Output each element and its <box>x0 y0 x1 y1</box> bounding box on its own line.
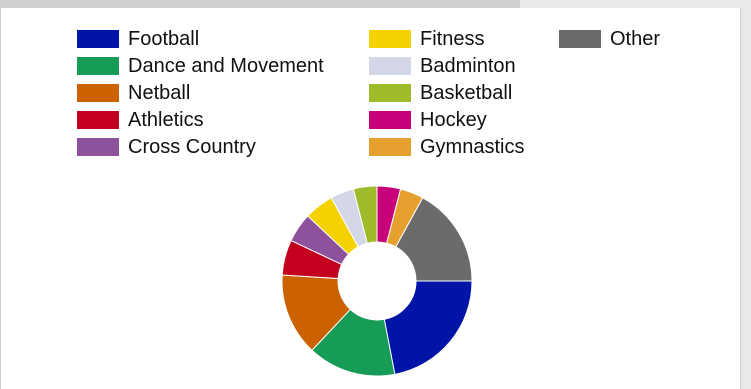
legend-label: Dance and Movement <box>128 55 324 77</box>
legend-item-fitness: Fitness <box>369 28 484 50</box>
legend-swatch <box>77 138 119 156</box>
legend-item-basketball: Basketball <box>369 82 512 104</box>
legend-label: Athletics <box>128 109 204 131</box>
legend-swatch <box>369 57 411 75</box>
legend-swatch <box>369 84 411 102</box>
legend-label: Other <box>610 28 661 50</box>
legend-item-other: Other <box>559 28 660 50</box>
chart-legend: Football Dance and Movement Netball Athl… <box>1 8 742 178</box>
legend-label: Badminton <box>420 55 516 77</box>
donut-chart <box>281 185 473 377</box>
legend-label: Fitness <box>420 28 485 50</box>
donut-slice-football <box>383 280 473 375</box>
legend-item-gymnastics: Gymnastics <box>369 136 524 158</box>
legend-label: Basketball <box>420 82 513 104</box>
legend-swatch <box>369 111 411 129</box>
legend-swatch <box>77 111 119 129</box>
legend-label: Gymnastics <box>420 136 525 158</box>
legend-label: Hockey <box>420 109 487 131</box>
legend-label: Cross Country <box>128 136 256 158</box>
legend-item-hockey: Hockey <box>369 109 487 131</box>
legend-swatch <box>77 30 119 48</box>
legend-label: Netball <box>128 82 191 104</box>
legend-label: Football <box>128 28 200 50</box>
legend-item-netball: Netball <box>77 82 190 104</box>
legend-swatch <box>369 138 411 156</box>
top-scrollbar-track <box>0 0 520 8</box>
legend-item-dance-and-movement: Dance and Movement <box>77 55 324 77</box>
legend-swatch <box>559 30 601 48</box>
legend-swatch <box>77 57 119 75</box>
legend-item-athletics: Athletics <box>77 109 204 131</box>
donut-slice-other <box>395 197 473 282</box>
chart-panel: Football Dance and Movement Netball Athl… <box>0 8 741 389</box>
legend-item-cross-country: Cross Country <box>77 136 256 158</box>
legend-item-football: Football <box>77 28 199 50</box>
legend-item-badminton: Badminton <box>369 55 516 77</box>
legend-swatch <box>369 30 411 48</box>
legend-swatch <box>77 84 119 102</box>
